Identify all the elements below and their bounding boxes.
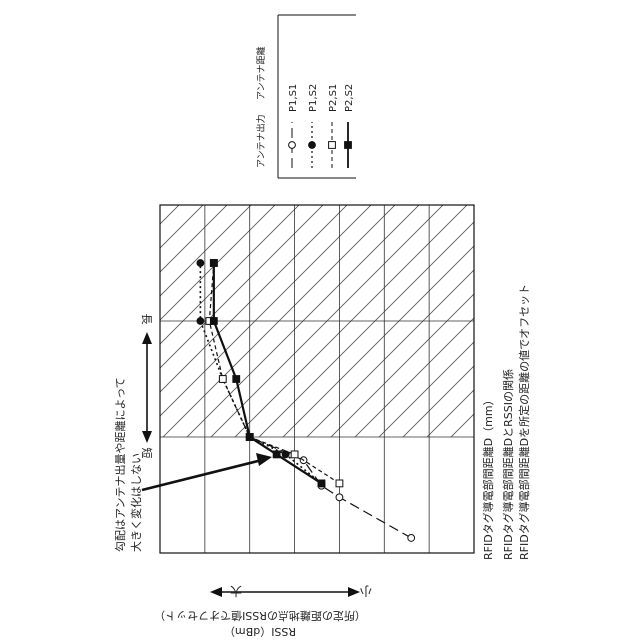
legend-header-output: アンテナ出力 <box>255 114 267 168</box>
series-p1s1 <box>246 434 414 542</box>
data-point-3-2 <box>246 434 253 441</box>
caption-line-2: RFIDタグ導電部間距離Dを所定の距離の値でオフセット <box>517 284 531 560</box>
plot-area <box>160 205 474 553</box>
legend-entries: P1,S1 P1,S2 P2,S1 P2,S2 <box>288 84 355 168</box>
x-axis-label: RFIDタグ導電部間距離D（mm） <box>481 394 495 560</box>
data-point-2-3 <box>219 376 226 383</box>
y-axis-sublabel: （所定の距離地点のRSSI値でオフセット） <box>154 609 366 623</box>
data-point-0-1 <box>336 494 343 501</box>
legend-label-3: P2,S2 <box>344 84 355 112</box>
data-point-3-3 <box>233 376 240 383</box>
y-axis-label-group: RSSI（dBm） <box>224 625 296 638</box>
data-point-3-4 <box>210 318 217 325</box>
data-point-3-0 <box>318 480 325 487</box>
data-point-2-0 <box>336 480 343 487</box>
y-direction-large-label: 大 <box>230 584 242 598</box>
annotation-arrow <box>142 453 272 490</box>
legend-marker-3 <box>345 142 352 149</box>
data-point-1-4 <box>197 318 204 325</box>
y-axis-label: RSSI（dBm） <box>224 625 296 638</box>
data-point-1-5 <box>197 260 204 267</box>
x-direction-long-label: 長 <box>140 314 153 325</box>
x-direction-arrow <box>142 332 152 443</box>
y-direction-small-label: 小 <box>360 584 372 598</box>
annotation-line-1: 勾配はアンテナ出量や距離によって <box>113 377 127 552</box>
y-axis-sublabel-group: （所定の距離地点のRSSI値でオフセット） <box>154 609 366 623</box>
data-point-1-1 <box>282 451 289 458</box>
legend-marker-1 <box>309 142 316 149</box>
data-point-2-1 <box>291 451 298 458</box>
legend-label-0: P1,S1 <box>288 84 299 112</box>
annotation-line-2: 大きく変化はしない <box>129 453 143 552</box>
legend-marker-0 <box>289 142 296 149</box>
caption-line-1: RFIDタグ導電部間距離DとRSSIの関係 <box>501 369 515 560</box>
legend-header-distance: アンテナ距離 <box>255 46 267 100</box>
data-point-3-5 <box>210 260 217 267</box>
data-point-0-0 <box>408 535 415 542</box>
legend-marker-2 <box>329 142 336 149</box>
legend-label-2: P2,S1 <box>328 84 339 112</box>
legend-label-1: P1,S2 <box>308 84 319 112</box>
legend: アンテナ出力 アンテナ距離 P1,S1 P1,S2 P2,S1 P2,S2 <box>255 15 356 178</box>
data-point-3-1 <box>273 451 280 458</box>
